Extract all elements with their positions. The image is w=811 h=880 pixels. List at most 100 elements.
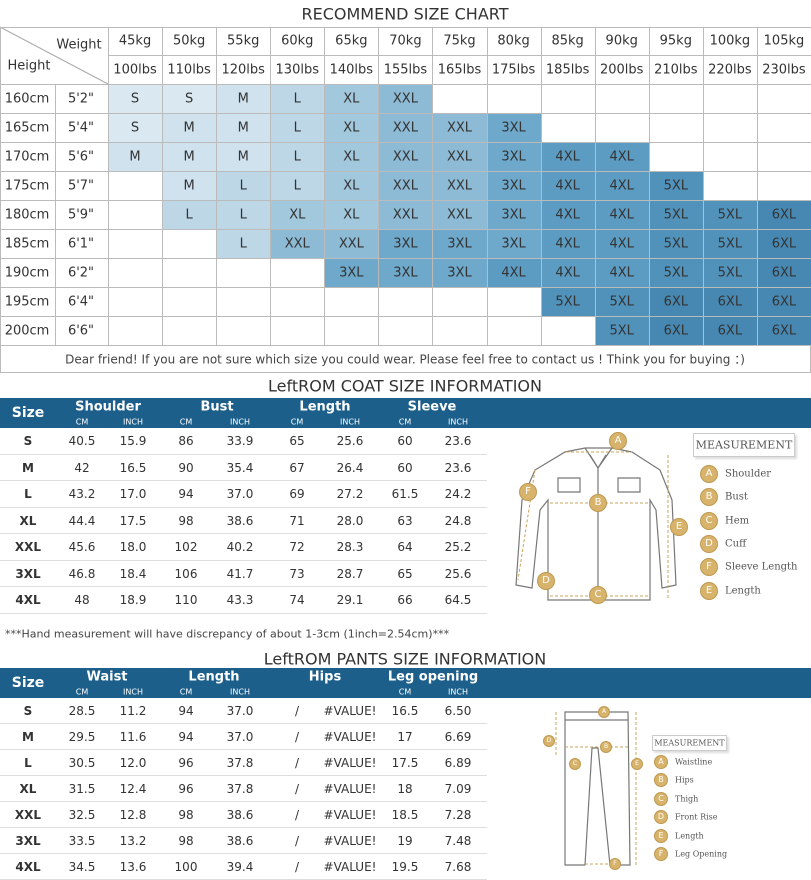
cell-value: #VALUE! xyxy=(323,808,377,822)
cell-value: 106 xyxy=(174,566,198,581)
legend-label: Bust xyxy=(725,491,748,503)
size-value: 3XL xyxy=(447,236,472,252)
cell-value: 18.0 xyxy=(119,540,147,555)
header: Size xyxy=(11,405,45,421)
kg-label: 75kg xyxy=(443,33,476,49)
unit: INCH xyxy=(123,417,143,427)
cell xyxy=(216,200,272,230)
cell-value: #VALUE! xyxy=(323,730,377,744)
cell-value: 27.2 xyxy=(336,487,364,502)
size-value: 5XL xyxy=(717,236,743,252)
legend-label: Sleeve Length xyxy=(725,561,798,573)
cell-value: 46.8 xyxy=(68,566,96,581)
legend-title: MEASUREMENT xyxy=(695,438,793,452)
height-ft: 5'6" xyxy=(67,149,95,165)
size-label: 3XL xyxy=(15,834,41,848)
kg-label: 60kg xyxy=(281,33,314,49)
size-value: 6XL xyxy=(771,207,797,223)
lbs-label: 230lbs xyxy=(762,62,806,78)
cell-value: #VALUE! xyxy=(323,860,377,874)
unit: CM xyxy=(75,417,89,427)
cell-value: 23.6 xyxy=(444,434,472,449)
cell-value: 7.48 xyxy=(444,834,472,848)
size-value: XL xyxy=(343,120,360,136)
cell xyxy=(108,287,164,317)
cell xyxy=(270,229,326,259)
size-value: 6XL xyxy=(771,236,797,252)
letter-badge: E xyxy=(700,581,718,600)
kg-label: 50kg xyxy=(172,33,206,49)
cell-value: 40.5 xyxy=(68,434,96,449)
size-value: M xyxy=(183,120,195,136)
size-value: 4XL xyxy=(609,207,634,223)
row-line xyxy=(0,506,487,508)
cell xyxy=(756,200,811,230)
cell-value: 96 xyxy=(178,782,194,796)
cell xyxy=(648,171,704,201)
row-line xyxy=(0,801,487,802)
cell-value: 42 xyxy=(74,460,90,475)
lbs-label: 140lbs xyxy=(329,62,374,78)
height-cm: 195cm xyxy=(4,294,50,310)
size-value: M xyxy=(237,91,249,107)
size-value: XXL xyxy=(446,178,473,194)
size-value: L xyxy=(239,178,247,194)
height-ft: 5'4" xyxy=(67,120,95,136)
size-value: 5XL xyxy=(663,207,689,223)
cell-value: 24.2 xyxy=(444,487,472,502)
letter-badge: B xyxy=(654,773,668,788)
cell-value: 24.8 xyxy=(444,513,472,528)
cell xyxy=(648,142,704,172)
cell-value: 29.1 xyxy=(336,593,364,608)
cell-value: 28.5 xyxy=(68,704,96,718)
size-value: 3XL xyxy=(393,236,418,252)
cell-value: 12.4 xyxy=(119,782,147,796)
cell-value: 72 xyxy=(289,540,305,555)
cell xyxy=(540,229,596,259)
cell-value: 86 xyxy=(178,434,194,449)
cell xyxy=(648,287,704,317)
cell xyxy=(756,171,811,201)
size-value: 3XL xyxy=(501,120,526,136)
cell-value: 38.6 xyxy=(226,834,254,848)
cell-value: 17.5 xyxy=(119,513,147,528)
cell-value: 25.2 xyxy=(444,540,472,555)
size-label: 4XL xyxy=(15,860,41,874)
height-ft: 5'7" xyxy=(67,178,95,194)
cell-value: 94 xyxy=(178,704,194,718)
cell-value: 29.5 xyxy=(68,730,96,744)
size-value: L xyxy=(293,120,301,136)
cell xyxy=(486,84,542,114)
unit: INCH xyxy=(448,417,468,427)
cell-value: 25.6 xyxy=(336,434,364,449)
cell xyxy=(540,113,596,143)
size-value: 5XL xyxy=(663,265,689,281)
cell xyxy=(702,229,758,259)
cell xyxy=(270,316,326,346)
section-title: LeftROM PANTS SIZE INFORMATION xyxy=(263,649,547,669)
kg-label: 90kg xyxy=(605,33,638,49)
size-label: S xyxy=(23,704,33,718)
size-label: XL xyxy=(19,782,37,796)
size-value: 4XL xyxy=(609,265,634,281)
letter-badge: D xyxy=(654,810,668,825)
row-line xyxy=(0,723,487,724)
cell-value: 38.6 xyxy=(226,808,254,822)
note: ***Hand measurement will have discrepanc… xyxy=(4,627,450,641)
size-value: 6XL xyxy=(771,265,797,281)
kg-label: 80kg xyxy=(497,33,530,49)
letter-badge: C xyxy=(589,586,607,604)
size-label: M xyxy=(22,460,34,475)
row-line xyxy=(0,586,487,587)
header: Shoulder xyxy=(75,399,141,415)
header: Size xyxy=(11,675,45,691)
cell xyxy=(486,316,542,346)
cell-value: 94 xyxy=(178,730,194,744)
cell xyxy=(216,113,272,143)
cell-value: 33.9 xyxy=(226,434,254,449)
cell xyxy=(162,287,218,317)
cell-value: 37.0 xyxy=(226,487,254,502)
legend-title: MEASUREMENT xyxy=(654,738,725,748)
size-value: M xyxy=(237,149,249,165)
cell xyxy=(270,258,326,288)
